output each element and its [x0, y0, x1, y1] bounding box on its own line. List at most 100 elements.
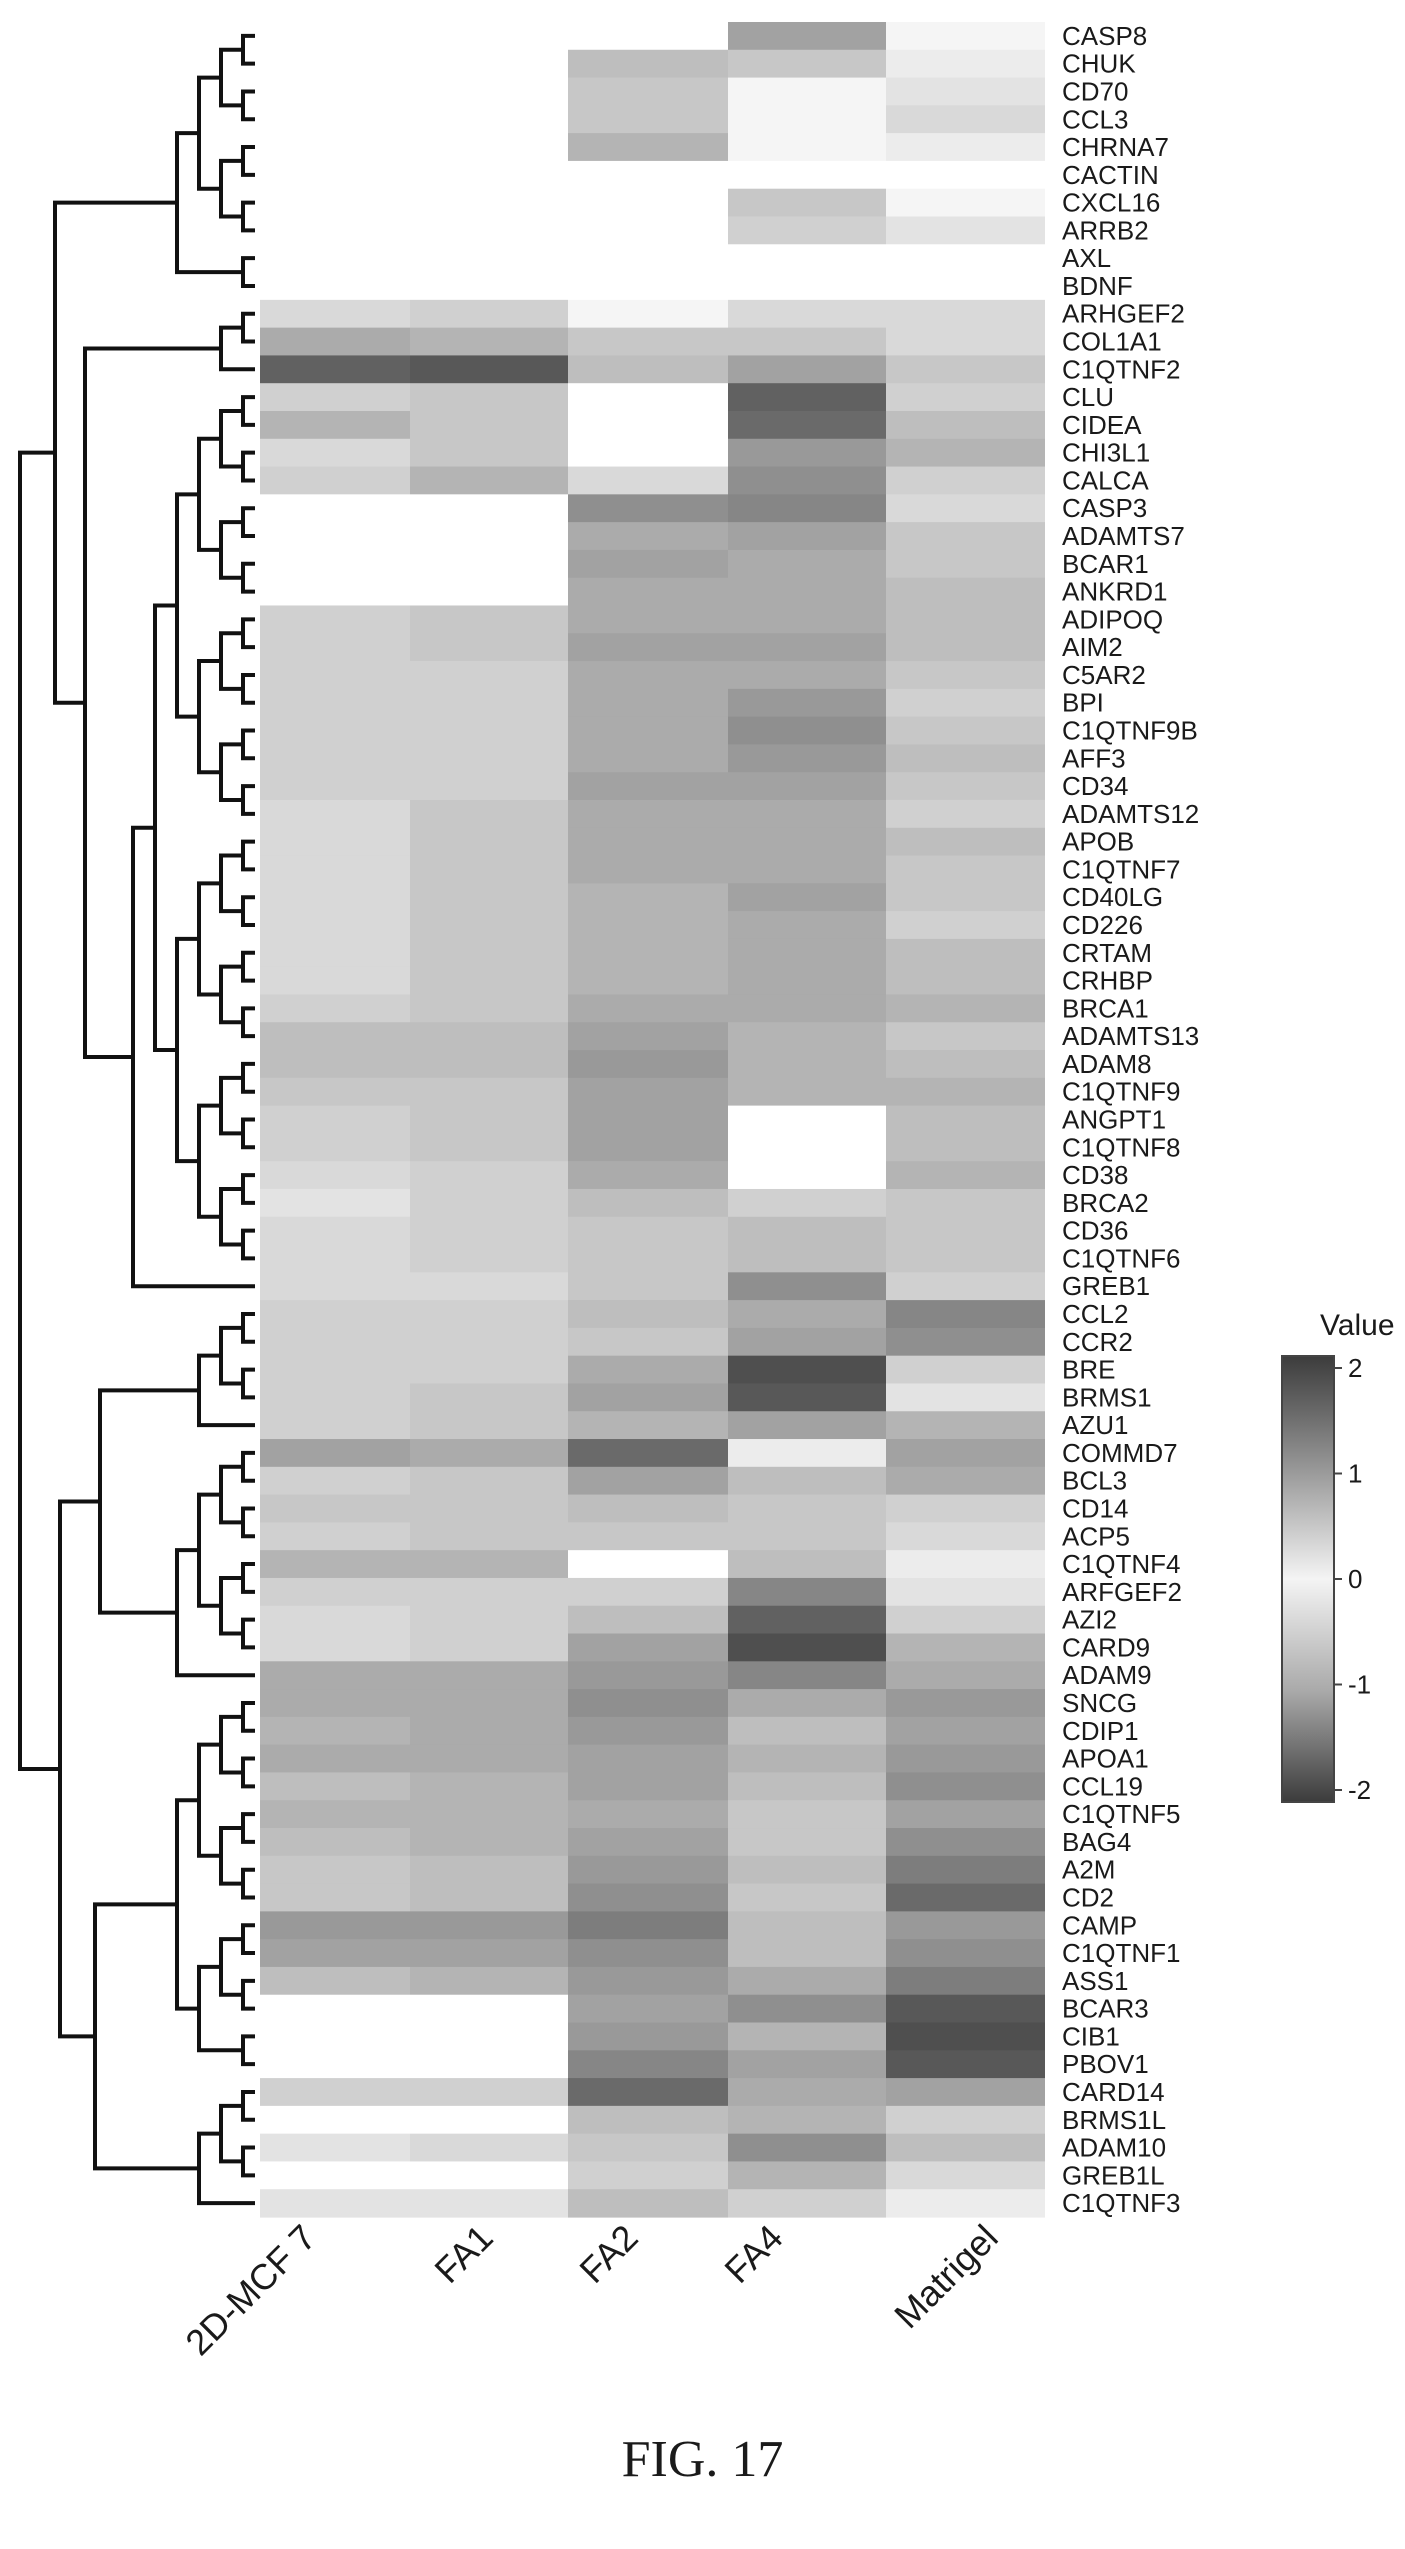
- heatmap-cell: [410, 2050, 568, 2079]
- heatmap-cell: [886, 966, 1045, 996]
- dendrogram-branch: [241, 1228, 255, 1261]
- dendrogram-branch: [219, 325, 255, 372]
- heatmap-cell: [568, 1494, 728, 1523]
- heatmap-cell: [886, 105, 1045, 134]
- row-label: AFF3: [1062, 743, 1126, 773]
- heatmap-cell: [886, 1855, 1045, 1885]
- heatmap-cell: [260, 1077, 410, 1107]
- heatmap-cell: [410, 1716, 568, 1746]
- heatmap-cell: [410, 966, 568, 996]
- heatmap-cell: [728, 1022, 886, 1051]
- heatmap-cell: [410, 1355, 568, 1385]
- dendrogram-branch: [241, 33, 255, 66]
- heatmap-cell: [568, 1300, 728, 1329]
- heatmap-cell: [886, 2133, 1045, 2163]
- heatmap-cell: [728, 1550, 886, 1579]
- heatmap-cell: [410, 1883, 568, 1912]
- heatmap-cell: [886, 160, 1045, 190]
- heatmap-cell: [410, 1050, 568, 1079]
- heatmap-cell: [886, 1300, 1045, 1329]
- heatmap-cell: [260, 1383, 410, 1412]
- row-label: C1QTNF8: [1062, 1132, 1180, 1162]
- heatmap-cell: [410, 1966, 568, 1996]
- heatmap-cell: [260, 911, 410, 940]
- heatmap-cell: [260, 1439, 410, 1468]
- heatmap-cell: [410, 1550, 568, 1579]
- heatmap-cell: [728, 1272, 886, 1301]
- dendrogram-branch: [153, 603, 177, 1053]
- heatmap-cell: [886, 299, 1045, 329]
- heatmap-cell: [886, 1050, 1045, 1079]
- heatmap-cell: [728, 1883, 886, 1912]
- row-label: CXCL16: [1062, 188, 1160, 218]
- column-label: FA4: [716, 2217, 790, 2291]
- row-label: CD38: [1062, 1160, 1128, 1190]
- heatmap-cell: [568, 1411, 728, 1440]
- row-label: BCAR1: [1062, 549, 1149, 579]
- dendrogram-branch: [219, 853, 243, 914]
- dendrogram-branch: [131, 825, 255, 1289]
- row-label: CRTAM: [1062, 938, 1152, 968]
- heatmap-cell: [728, 77, 886, 106]
- dendrogram-branch: [241, 1173, 255, 1205]
- heatmap-cell: [260, 1716, 410, 1746]
- heatmap-cell: [410, 1689, 568, 1718]
- dendrogram-branch: [219, 742, 243, 802]
- heatmap-cell: [568, 522, 728, 551]
- heatmap-cell: [260, 966, 410, 996]
- heatmap-cell: [568, 633, 728, 662]
- heatmap-cell: [568, 1522, 728, 1551]
- heatmap-cell: [886, 799, 1045, 829]
- heatmap-cell: [260, 1577, 410, 1607]
- heatmap-cell: [260, 1244, 410, 1273]
- dendrogram-branch: [219, 520, 243, 580]
- heatmap-cell: [568, 688, 728, 718]
- row-label: CD226: [1062, 910, 1143, 940]
- dendrogram-branch: [197, 75, 221, 191]
- heatmap-cell: [410, 1439, 568, 1468]
- dendrogram-branch: [197, 1742, 221, 1858]
- heatmap-cell: [568, 1550, 728, 1579]
- row-label: APOB: [1062, 827, 1134, 857]
- row-label: C1QTNF1: [1062, 1938, 1180, 1968]
- row-label: ADIPOQ: [1062, 604, 1163, 634]
- heatmap-cell: [410, 2022, 568, 2051]
- legend-tick-label: -1: [1348, 1670, 1371, 1700]
- heatmap-cell: [410, 1466, 568, 1496]
- row-label: BDNF: [1062, 271, 1133, 301]
- dendrogram-branch: [241, 1006, 255, 1039]
- heatmap-cell: [410, 188, 568, 218]
- dendrogram-branch: [241, 895, 255, 928]
- row-label: CHUK: [1062, 49, 1136, 79]
- row-label: CHI3L1: [1062, 438, 1150, 468]
- heatmap-cell: [260, 1105, 410, 1134]
- dendrogram-branch: [219, 964, 243, 1025]
- dendrogram-branch: [241, 784, 255, 816]
- dendrogram-branch: [241, 1311, 255, 1344]
- dendrogram-branch: [241, 200, 255, 233]
- heatmap-cell: [728, 1911, 886, 1940]
- heatmap-cell: [568, 2133, 728, 2163]
- row-label: CAMP: [1062, 1910, 1137, 1940]
- heatmap-cell: [410, 216, 568, 245]
- heatmap-cell: [410, 1327, 568, 1357]
- heatmap-cell: [728, 855, 886, 884]
- heatmap-cell: [886, 1439, 1045, 1468]
- heatmap-cell: [410, 1077, 568, 1107]
- heatmap-cell: [886, 494, 1045, 523]
- heatmap-cell: [568, 1077, 728, 1107]
- heatmap-cell: [886, 1744, 1045, 1774]
- row-label: ADAM9: [1062, 1660, 1152, 1690]
- heatmap-cell: [886, 1188, 1045, 1218]
- dendrogram-branch: [241, 672, 255, 705]
- heatmap-cell: [568, 1327, 728, 1357]
- heatmap-cell: [410, 1022, 568, 1051]
- dendrogram-branch: [241, 1117, 255, 1150]
- dendrogram-branch: [241, 311, 255, 344]
- heatmap-cell: [728, 772, 886, 801]
- heatmap-cell: [728, 799, 886, 829]
- heatmap-cell: [260, 1605, 410, 1635]
- heatmap-cell: [886, 272, 1045, 301]
- heatmap-cell: [728, 1439, 886, 1468]
- heatmap-cell: [568, 2189, 728, 2218]
